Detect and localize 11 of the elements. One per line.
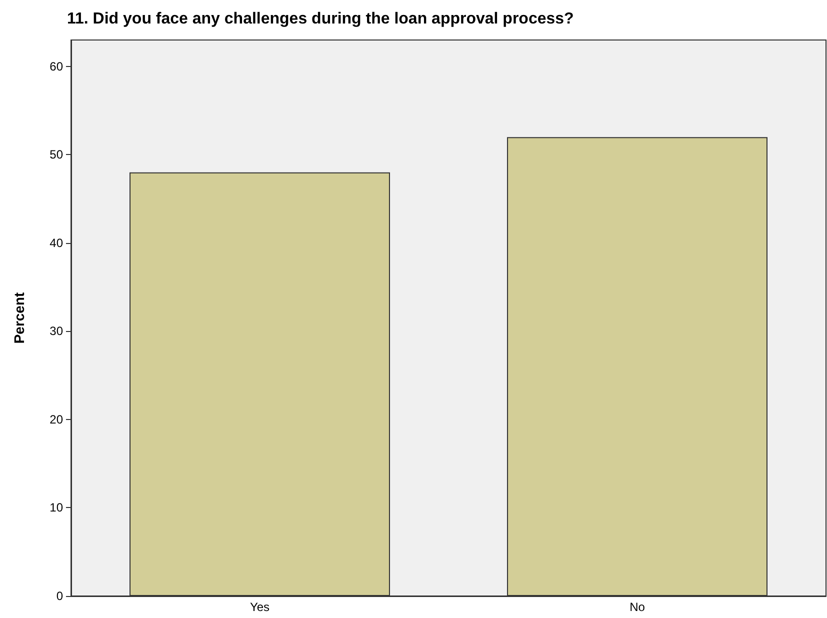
y-tick-label: 10 xyxy=(50,500,64,515)
y-tick-label: 50 xyxy=(50,148,64,162)
y-tick-label: 30 xyxy=(50,324,64,338)
y-tick-label: 20 xyxy=(50,412,64,426)
y-axis-title: Percent xyxy=(11,292,27,344)
y-tick-label: 40 xyxy=(50,236,64,250)
y-tick-label: 0 xyxy=(56,589,64,603)
x-tick-label: No xyxy=(630,600,646,614)
y-tick-label: 60 xyxy=(50,59,64,74)
x-tick-label: Yes xyxy=(250,600,270,614)
chart-title: 11. Did you face any challenges during the loan approval process? xyxy=(67,10,574,28)
